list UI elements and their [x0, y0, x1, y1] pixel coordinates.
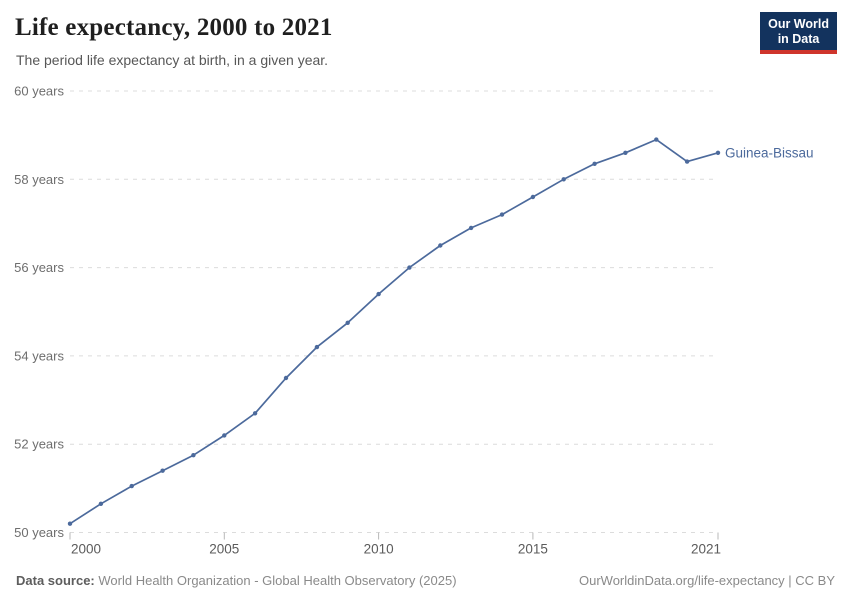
y-tick-label: 56 years — [14, 260, 64, 275]
data-point[interactable] — [98, 501, 104, 506]
data-point[interactable] — [623, 150, 628, 155]
page-title: Life expectancy, 2000 to 2021 — [15, 14, 333, 41]
data-point[interactable] — [67, 521, 73, 526]
owid-logo-line1: Our World — [768, 17, 829, 31]
data-source-text: World Health Organization - Global Healt… — [98, 573, 457, 588]
data-point[interactable] — [129, 483, 134, 489]
data-point[interactable] — [252, 411, 258, 416]
x-tick-label: 2021 — [691, 542, 721, 557]
data-point[interactable] — [345, 320, 350, 325]
data-point[interactable] — [715, 150, 721, 155]
owid-logo[interactable]: Our World in Data — [760, 12, 837, 54]
page-subtitle: The period life expectancy at birth, in … — [16, 52, 329, 68]
data-point[interactable] — [654, 137, 659, 142]
y-tick-label: 52 years — [14, 437, 64, 452]
data-point[interactable] — [314, 344, 320, 350]
credit-link[interactable]: OurWorldinData.org/life-expectancy | CC … — [578, 573, 835, 588]
data-source-label: Data source: — [16, 573, 95, 588]
data-point[interactable] — [561, 177, 566, 182]
data-point[interactable] — [499, 212, 505, 217]
x-tick-label: 2005 — [209, 542, 239, 557]
data-point[interactable] — [160, 468, 165, 473]
data-point[interactable] — [283, 375, 289, 381]
data-point[interactable] — [222, 433, 227, 438]
data-source: Data source: World Health Organization -… — [16, 573, 457, 588]
data-point[interactable] — [191, 453, 196, 458]
series-label: Guinea-Bissau — [725, 145, 814, 160]
data-point[interactable] — [684, 159, 690, 164]
y-tick-label: 58 years — [14, 172, 64, 187]
data-point[interactable] — [530, 194, 536, 200]
data-point[interactable] — [376, 291, 381, 297]
y-tick-label: 54 years — [14, 348, 64, 363]
data-point[interactable] — [592, 161, 597, 166]
series-line — [69, 138, 719, 525]
x-tick-label: 2000 — [71, 542, 101, 557]
owid-logo-line2: in Data — [777, 31, 820, 46]
y-tick-label: 60 years — [14, 84, 64, 99]
x-tick-label: 2015 — [518, 542, 548, 557]
data-point[interactable] — [468, 225, 474, 231]
y-tick-label: 50 years — [14, 525, 64, 540]
data-point[interactable] — [438, 243, 443, 248]
chart-footer: Data source: World Health Organization -… — [16, 573, 835, 588]
x-tick-label: 2010 — [364, 542, 394, 557]
data-point[interactable] — [407, 265, 412, 270]
